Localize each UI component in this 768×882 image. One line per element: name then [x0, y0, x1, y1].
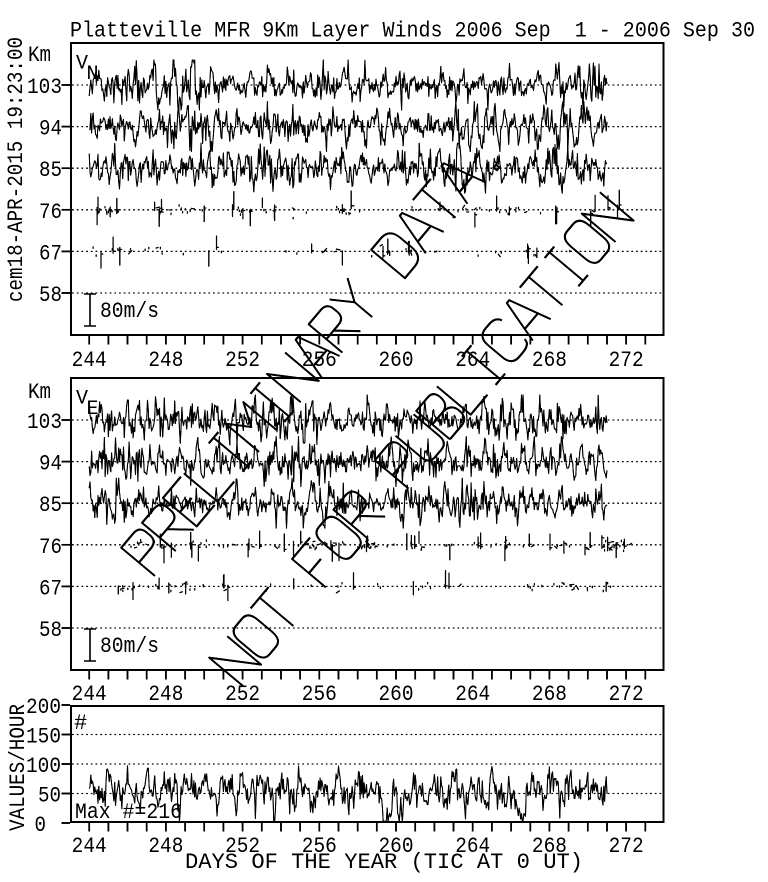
svg-text:272: 272	[609, 348, 644, 373]
svg-text:N: N	[87, 63, 99, 86]
svg-text:272: 272	[609, 834, 644, 859]
svg-text:cem18-APR-2015 19:23:00: cem18-APR-2015 19:23:00	[4, 37, 29, 302]
svg-text:Km: Km	[28, 43, 51, 68]
svg-text:264: 264	[455, 834, 490, 859]
svg-text:100: 100	[26, 754, 61, 779]
svg-text:76: 76	[39, 200, 62, 225]
svg-text:58: 58	[39, 283, 62, 308]
svg-text:Max #=216: Max #=216	[75, 800, 182, 825]
svg-text:268: 268	[532, 834, 567, 859]
svg-text:244: 244	[72, 682, 107, 707]
svg-text:200: 200	[26, 695, 61, 720]
svg-text:67: 67	[39, 576, 62, 601]
svg-text:268: 268	[532, 348, 567, 373]
svg-text:150: 150	[26, 725, 61, 750]
svg-text:76: 76	[39, 535, 62, 560]
svg-text:103: 103	[27, 75, 62, 100]
svg-text:248: 248	[148, 682, 183, 707]
svg-text:Km: Km	[28, 380, 51, 405]
svg-text:256: 256	[302, 682, 337, 707]
svg-text:80m/s: 80m/s	[100, 634, 159, 659]
svg-text:0: 0	[35, 813, 47, 838]
svg-text:260: 260	[379, 682, 414, 707]
svg-text:58: 58	[39, 618, 62, 643]
svg-text:50: 50	[38, 784, 61, 809]
svg-text:264: 264	[455, 682, 490, 707]
svg-text:248: 248	[148, 348, 183, 373]
svg-text:67: 67	[39, 241, 62, 266]
svg-text:85: 85	[39, 493, 62, 518]
svg-text:#: #	[74, 711, 87, 736]
svg-text:94: 94	[39, 117, 62, 142]
svg-text:80m/s: 80m/s	[100, 299, 159, 324]
svg-text:DAYS OF THE YEAR (TIC AT 0 UT): DAYS OF THE YEAR (TIC AT 0 UT)	[185, 850, 583, 875]
svg-text:Platteville MFR 9Km Layer Wind: Platteville MFR 9Km Layer Winds 2006 Sep…	[70, 19, 755, 44]
svg-text:VALUES/HOUR: VALUES/HOUR	[6, 704, 31, 831]
svg-text:V: V	[76, 53, 88, 76]
svg-text:260: 260	[379, 348, 414, 373]
svg-text:252: 252	[225, 834, 260, 859]
svg-text:252: 252	[225, 348, 260, 373]
svg-text:V: V	[76, 388, 88, 411]
svg-text:268: 268	[532, 682, 567, 707]
svg-text:264: 264	[455, 348, 490, 373]
svg-text:256: 256	[302, 834, 337, 859]
svg-text:85: 85	[39, 158, 62, 183]
svg-text:94: 94	[39, 452, 62, 477]
svg-text:248: 248	[148, 834, 183, 859]
svg-text:244: 244	[72, 834, 107, 859]
svg-text:260: 260	[379, 834, 414, 859]
svg-text:244: 244	[72, 348, 107, 373]
svg-text:272: 272	[609, 682, 644, 707]
svg-text:103: 103	[27, 410, 62, 435]
